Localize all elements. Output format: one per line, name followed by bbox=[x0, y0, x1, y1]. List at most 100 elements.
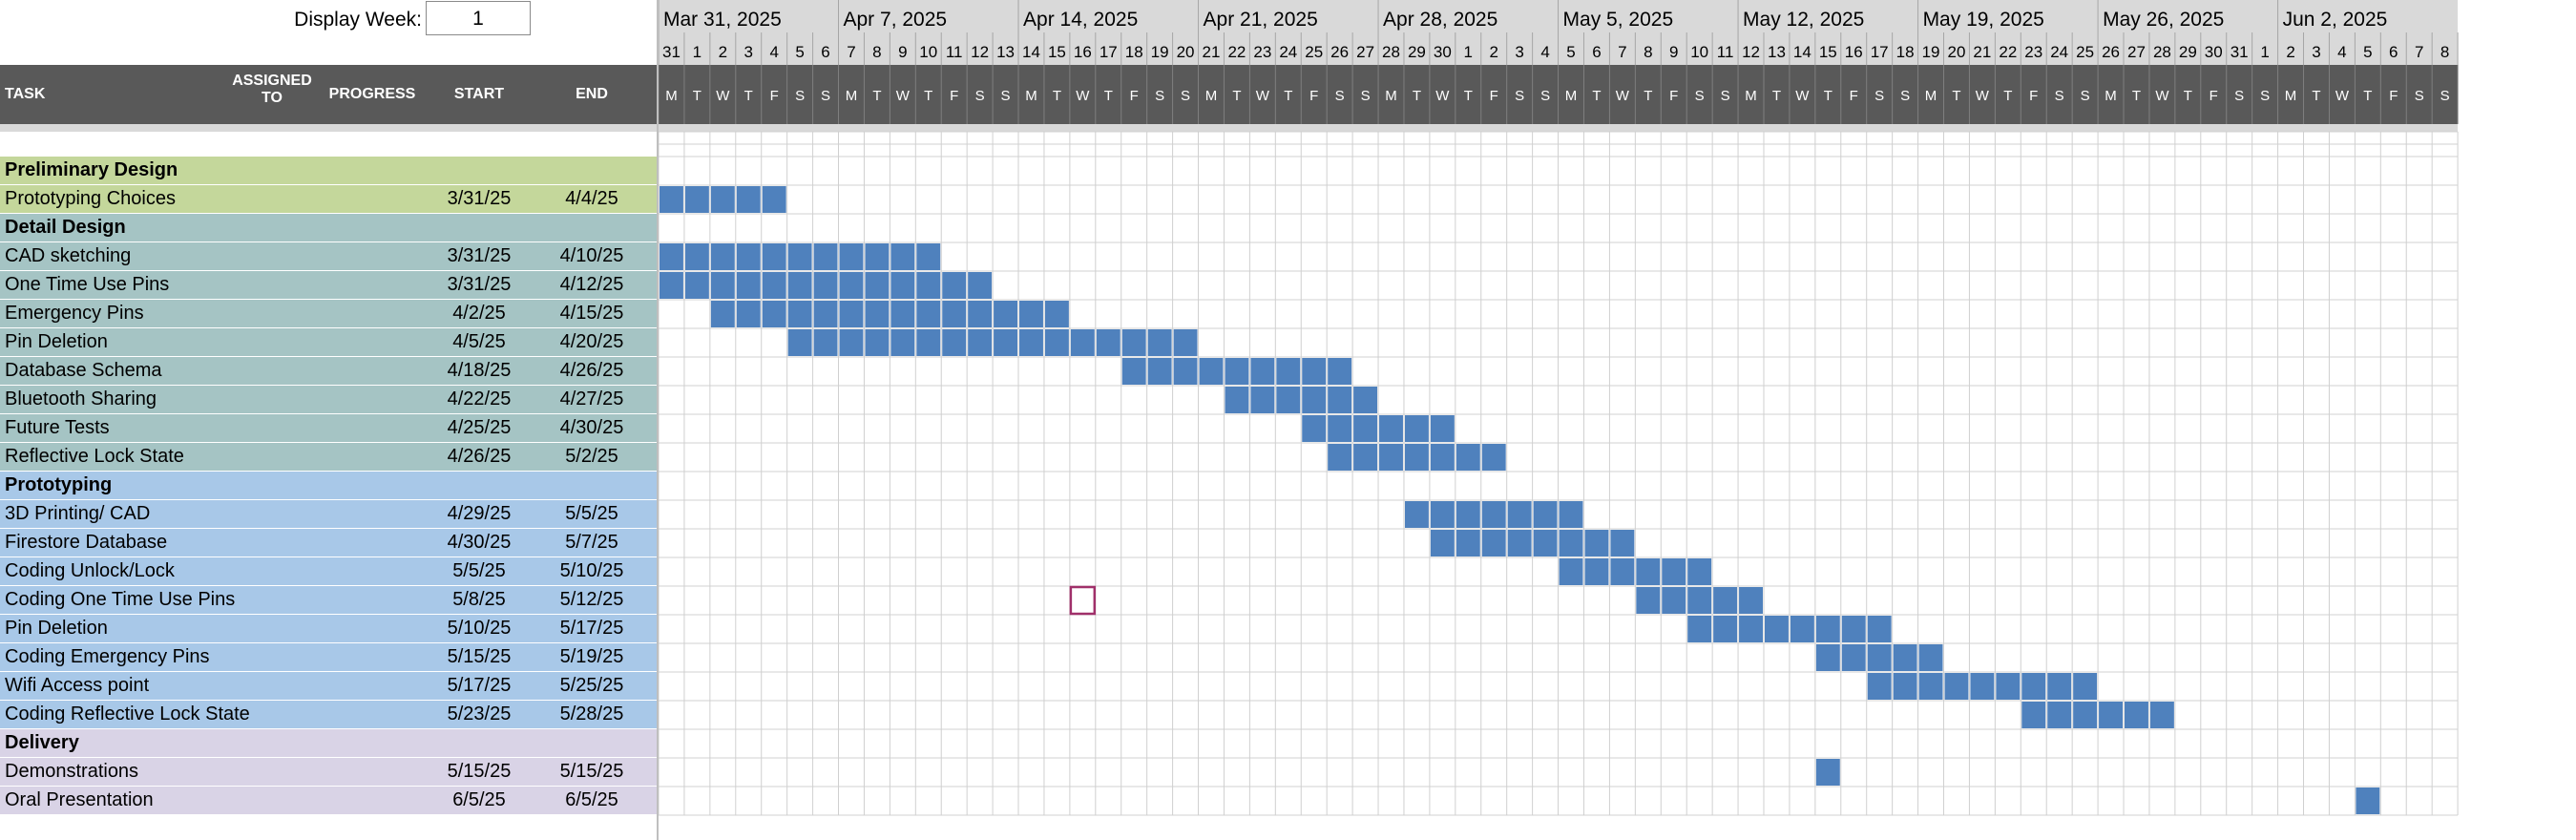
end-date: 5/25/25 bbox=[559, 675, 624, 696]
gantt-bar-cell bbox=[2021, 673, 2046, 700]
gantt-bar-cell bbox=[1276, 387, 1301, 413]
gantt-bar-cell bbox=[1893, 644, 1917, 671]
gantt-bar-cell bbox=[839, 301, 864, 327]
task-row[interactable]: Database Schema 4/18/25 4/26/25 bbox=[0, 357, 657, 385]
day-number: 1 bbox=[693, 43, 702, 61]
weekday-letter: T bbox=[2363, 88, 2372, 104]
gantt-bar-cell bbox=[865, 272, 890, 299]
gantt-bar-cell bbox=[813, 243, 838, 270]
gantt-bar-cell bbox=[1404, 415, 1429, 442]
task-row[interactable]: Coding One Time Use Pins 5/8/25 5/12/25 bbox=[0, 586, 657, 614]
day-number: 1 bbox=[1464, 43, 1473, 61]
day-number: 5 bbox=[2363, 43, 2372, 61]
gantt-bar-cell bbox=[1662, 587, 1686, 614]
weekday-letter: T bbox=[1053, 88, 1061, 104]
task-row[interactable]: Reflective Lock State 4/26/25 5/2/25 bbox=[0, 443, 657, 471]
gantt-bar-cell bbox=[1276, 358, 1301, 385]
week-label: May 26, 2025 bbox=[2103, 9, 2224, 31]
gantt-bar-cell bbox=[968, 301, 993, 327]
gantt-bar-cell bbox=[1533, 501, 1558, 528]
start-date: 4/5/25 bbox=[452, 331, 506, 352]
weekday-letter: M bbox=[2285, 88, 2297, 104]
task-row[interactable]: Pin Deletion 4/5/25 4/20/25 bbox=[0, 328, 657, 356]
end-date: 4/4/25 bbox=[565, 188, 618, 209]
weekday-letter: F bbox=[770, 88, 779, 104]
gantt-bar-cell bbox=[813, 272, 838, 299]
phase-row[interactable]: Prototyping bbox=[0, 472, 657, 499]
gantt-bar-cell bbox=[890, 301, 915, 327]
task-row[interactable]: Bluetooth Sharing 4/22/25 4/27/25 bbox=[0, 386, 657, 413]
weekday-letter: W bbox=[1076, 88, 1090, 104]
column-header-task[interactable]: TASK bbox=[5, 86, 46, 102]
task-row[interactable]: Coding Unlock/Lock 5/5/25 5/10/25 bbox=[0, 557, 657, 585]
weekday-letter: T bbox=[2312, 88, 2320, 104]
task-row[interactable]: Demonstrations 5/15/25 5/15/25 bbox=[0, 758, 657, 786]
task-row[interactable]: Coding Reflective Lock State 5/23/25 5/28/… bbox=[0, 701, 657, 728]
phase-row[interactable]: Detail Design bbox=[0, 214, 657, 242]
gantt-bar-cell bbox=[813, 329, 838, 356]
task-name: Demonstrations bbox=[5, 761, 139, 782]
task-row[interactable]: Pin Deletion 5/10/25 5/17/25 bbox=[0, 615, 657, 642]
weekday-letter: S bbox=[1695, 88, 1705, 104]
end-date: 5/2/25 bbox=[565, 446, 618, 467]
column-header-assigned-line2: TO bbox=[262, 90, 283, 106]
gantt-bar-cell bbox=[1996, 673, 2021, 700]
gantt-bar-cell bbox=[839, 243, 864, 270]
gantt-bar-cell bbox=[1764, 616, 1789, 642]
gantt-bar-cell bbox=[1739, 616, 1763, 642]
gantt-bar-cell bbox=[684, 186, 709, 213]
start-date: 5/15/25 bbox=[447, 646, 512, 667]
gantt-bar-cell bbox=[865, 301, 890, 327]
end-date: 4/26/25 bbox=[559, 360, 624, 381]
weekday-letter: M bbox=[1745, 88, 1757, 104]
column-header-end[interactable]: END bbox=[576, 86, 608, 102]
task-row[interactable]: Emergency Pins 4/2/25 4/15/25 bbox=[0, 300, 657, 327]
day-number: 13 bbox=[996, 43, 1015, 61]
weekday-letter: T bbox=[1464, 88, 1473, 104]
gantt-bar-cell bbox=[1456, 530, 1480, 556]
week-label: May 5, 2025 bbox=[1563, 9, 1674, 31]
gantt-bar-cell bbox=[1713, 616, 1738, 642]
gantt-bar-cell bbox=[787, 243, 812, 270]
task-row[interactable]: Prototyping Choices 3/31/25 4/4/25 bbox=[0, 185, 657, 213]
week-label: Apr 14, 2025 bbox=[1023, 9, 1138, 31]
phase-row[interactable]: Preliminary Design bbox=[0, 157, 657, 184]
task-row[interactable]: Coding Emergency Pins 5/15/25 5/19/25 bbox=[0, 643, 657, 671]
gantt-bar-cell bbox=[916, 301, 941, 327]
weekday-letter: M bbox=[2105, 88, 2117, 104]
gantt-bar-cell bbox=[994, 329, 1018, 356]
weekday-letter: T bbox=[1413, 88, 1421, 104]
task-row[interactable]: 3D Printing/ CAD 4/29/25 5/5/25 bbox=[0, 500, 657, 528]
gantt-bar-cell bbox=[1404, 444, 1429, 471]
gantt-bar-cell bbox=[1302, 358, 1327, 385]
task-row[interactable]: One Time Use Pins 3/31/25 4/12/25 bbox=[0, 271, 657, 299]
weekday-letter: F bbox=[1669, 88, 1678, 104]
gantt-bar-cell bbox=[1147, 329, 1172, 356]
gantt-bar-cell bbox=[2149, 702, 2174, 728]
display-week-input[interactable]: 1 bbox=[426, 1, 531, 35]
task-row[interactable]: Firestore Database 4/30/25 5/7/25 bbox=[0, 529, 657, 556]
end-date: 4/27/25 bbox=[559, 388, 624, 410]
phase-row[interactable]: Delivery bbox=[0, 729, 657, 757]
gantt-bar-cell bbox=[1379, 415, 1403, 442]
weekday-letter: T bbox=[2132, 88, 2141, 104]
gantt-bar-cell bbox=[1173, 329, 1198, 356]
gantt-bar-cell bbox=[1559, 501, 1583, 528]
column-header-assigned[interactable]: ASSIGNED TO bbox=[229, 73, 315, 107]
gantt-bar-cell bbox=[1815, 616, 1840, 642]
day-number: 8 bbox=[1644, 43, 1652, 61]
task-row[interactable]: Future Tests 4/25/25 4/30/25 bbox=[0, 414, 657, 442]
gantt-bar-cell bbox=[2099, 702, 2124, 728]
column-header-progress[interactable]: PROGRESS bbox=[328, 86, 416, 102]
column-header-start[interactable]: START bbox=[453, 86, 505, 102]
task-name: Firestore Database bbox=[5, 532, 168, 553]
day-number: 20 bbox=[1948, 43, 1966, 61]
gantt-bar-cell bbox=[2125, 702, 2148, 728]
task-row[interactable]: CAD sketching 3/31/25 4/10/25 bbox=[0, 242, 657, 270]
day-number: 23 bbox=[2024, 43, 2042, 61]
task-row[interactable]: Wifi Access point 5/17/25 5/25/25 bbox=[0, 672, 657, 700]
task-row[interactable]: Oral Presentation 6/5/25 6/5/25 bbox=[0, 787, 657, 814]
day-number: 7 bbox=[1618, 43, 1626, 61]
weekday-letter: S bbox=[2260, 88, 2270, 104]
task-name: Bluetooth Sharing bbox=[5, 388, 157, 410]
